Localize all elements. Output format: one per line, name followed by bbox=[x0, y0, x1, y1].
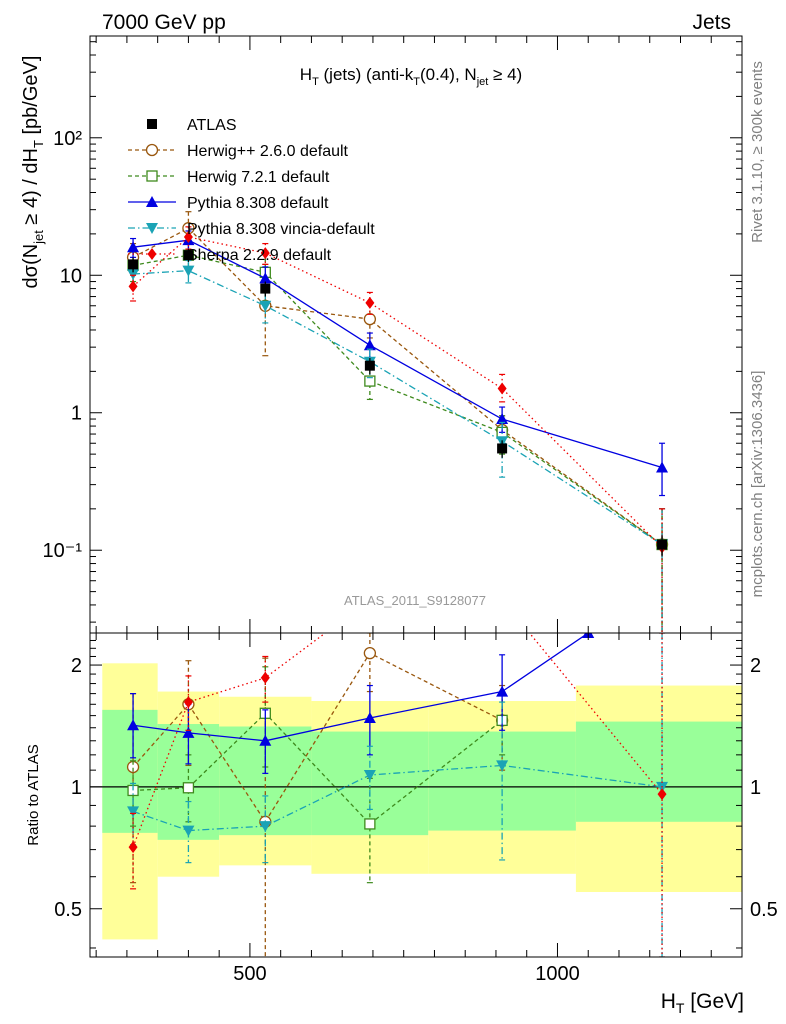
main-series-4-line bbox=[133, 270, 663, 546]
ratio-series-2-line bbox=[132, 633, 589, 742]
main-series-3-point bbox=[127, 241, 140, 253]
legend-label-2: Herwig 7.2.1 default bbox=[187, 169, 330, 186]
xtick-label: 500 bbox=[233, 963, 266, 985]
main-series-5-line bbox=[132, 236, 663, 548]
xtick-label: 1000 bbox=[535, 963, 580, 985]
ratio-plot-area bbox=[90, 594, 742, 957]
ratio-ytick-label: 1 bbox=[71, 777, 82, 799]
main-series-1-point bbox=[363, 312, 377, 326]
axes-layer: 10⁻¹ 1 10 10² 0.5 0.5 1 1 2 2 500 1000 bbox=[43, 36, 778, 985]
main-series-3-point bbox=[363, 339, 376, 351]
ratio-ytick-label-right: 0.5 bbox=[750, 899, 778, 921]
main-series-4-point bbox=[259, 300, 272, 312]
legend-marker-2 bbox=[146, 170, 158, 182]
plot-title: HT (jets) (anti-kT(0.4), Njet ≥ 4) bbox=[300, 65, 522, 88]
main-series-data-point bbox=[260, 283, 271, 294]
main-series-3-point bbox=[496, 413, 509, 425]
legend-label-5: Sherpa 2.2.9 default bbox=[187, 247, 332, 264]
ratio-ytick-label: 2 bbox=[71, 655, 82, 677]
rivet-label: Rivet 3.1.10, ≥ 300k events bbox=[749, 61, 766, 243]
ratio-series-4-point bbox=[260, 671, 270, 684]
main-series-5-point bbox=[497, 382, 507, 395]
ratio-frame bbox=[89, 632, 743, 958]
main-series-2-point bbox=[364, 375, 376, 387]
mcplots-label: mcplots.cern.ch [arXiv:1306.3436] bbox=[749, 371, 766, 598]
main-series-5-point bbox=[260, 247, 270, 260]
uncertainty-band-inner bbox=[575, 721, 742, 822]
main-series-4-point bbox=[182, 265, 195, 277]
main-series-1-line bbox=[132, 227, 663, 546]
ratio-series-2-point bbox=[127, 719, 140, 731]
main-series-3-line bbox=[132, 239, 663, 469]
main-series-2-line bbox=[132, 254, 663, 546]
main-ytick-label: 10 bbox=[60, 265, 82, 287]
xaxis-label: HT [GeV] bbox=[661, 990, 744, 1016]
ratio-series-4-point bbox=[128, 841, 138, 854]
legend-marker-1 bbox=[145, 143, 159, 157]
header-jets: Jets bbox=[692, 11, 731, 34]
legend-marker-5 bbox=[147, 248, 157, 260]
main-series-data-point bbox=[657, 539, 668, 550]
ratio-series-3-point bbox=[182, 825, 195, 837]
ratio-series-3-point bbox=[127, 806, 140, 818]
ratio-series-2-point bbox=[496, 685, 509, 697]
main-plot-area bbox=[126, 211, 669, 633]
main-series-3-point bbox=[259, 272, 272, 284]
main-series-4-point bbox=[127, 269, 140, 281]
legend: ATLAS Herwig++ 2.6.0 default Herwig 7.2.1 … bbox=[128, 117, 375, 264]
ratio-series-4-point bbox=[498, 594, 507, 606]
legend-label-0: ATLAS bbox=[187, 117, 237, 134]
legend-label-1: Herwig++ 2.6.0 default bbox=[187, 143, 349, 160]
legend-marker-0 bbox=[147, 119, 157, 129]
main-ylabel: dσ(Njet ≥ 4) / dHT [pb/GeV] bbox=[20, 56, 46, 289]
ratio-ylabel: Ratio to ATLAS bbox=[25, 744, 42, 845]
ratio-series-1-point bbox=[364, 818, 376, 830]
ratio-ytick-label: 0.5 bbox=[54, 899, 82, 921]
ratio-series-0-point bbox=[363, 647, 377, 660]
legend-marker-4 bbox=[146, 223, 158, 234]
main-series-data-point bbox=[497, 443, 508, 454]
main-series-5-point bbox=[128, 280, 138, 293]
legend-label-3: Pythia 8.308 default bbox=[187, 195, 329, 212]
ratio-series-2-point bbox=[363, 711, 376, 723]
ratio-series-4-point bbox=[657, 788, 667, 801]
main-series-5-point bbox=[365, 296, 375, 309]
ratio-series-3-point bbox=[496, 760, 509, 772]
ratio-series-1-point bbox=[182, 782, 195, 794]
ratio-ytick-label-right: 2 bbox=[750, 655, 761, 677]
main-ytick-label: 1 bbox=[71, 403, 82, 425]
ratio-series-3-line bbox=[132, 764, 663, 832]
legend-label-4: Pythia 8.308 vincia-default bbox=[187, 221, 375, 238]
main-series-3-point bbox=[656, 461, 669, 473]
ratio-ytick-label-right: 1 bbox=[750, 777, 761, 799]
main-series-data-point bbox=[128, 259, 139, 270]
legend-marker-3 bbox=[146, 196, 158, 207]
main-series-data-point bbox=[364, 360, 375, 371]
analysis-tag: ATLAS_2011_S9128077 bbox=[344, 593, 486, 608]
main-series-5-point bbox=[183, 230, 193, 243]
main-ytick-label: 10⁻¹ bbox=[43, 540, 83, 562]
main-series-data-point bbox=[183, 250, 194, 261]
ratio-series-2-point bbox=[259, 734, 272, 746]
ratio-series-3-point bbox=[259, 821, 272, 833]
header-energy: 7000 GeV pp bbox=[102, 11, 226, 34]
ratio-series-3-point bbox=[363, 770, 376, 782]
main-ytick-label: 10² bbox=[53, 128, 82, 150]
ratio-series-2-point bbox=[182, 726, 195, 738]
ratio-series-4-point bbox=[183, 696, 193, 709]
